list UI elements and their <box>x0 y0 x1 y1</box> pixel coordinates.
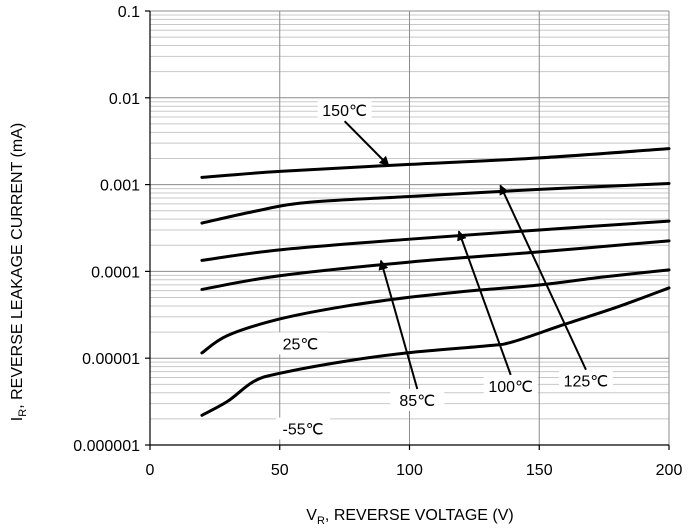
x-tick-label: 50 <box>271 462 289 479</box>
series-line <box>200 147 671 179</box>
x-tick-label: 100 <box>396 462 423 479</box>
series-line <box>200 268 671 355</box>
series-line <box>200 239 671 291</box>
annotation-label-box <box>276 417 331 440</box>
annotation-arrow <box>499 184 587 371</box>
annotation-label: 85℃ <box>399 393 435 410</box>
annotation-arrow <box>457 230 512 376</box>
y-tick-label: 0.000001 <box>73 438 140 455</box>
y-axis-title: IR, REVERSE LEAKAGE CURRENT (mA) <box>9 123 29 421</box>
annotation-label: 100℃ <box>488 379 533 396</box>
annotation-label: 25℃ <box>283 336 319 353</box>
annotation-label-box <box>483 374 538 397</box>
series-line <box>200 286 671 417</box>
annotation-label: 125℃ <box>564 374 609 391</box>
y-tick-label: 0.00001 <box>82 351 140 368</box>
x-axis-title: VR, REVERSE VOLTAGE (V) <box>306 507 513 527</box>
series-line <box>200 219 671 262</box>
x-tick-label: 150 <box>526 462 553 479</box>
y-tick-label: 0.01 <box>109 91 140 108</box>
y-tick-label: 0.0001 <box>91 264 140 281</box>
y-tick-label: 0.1 <box>118 4 140 21</box>
annotation-label: 150℃ <box>322 103 367 120</box>
annotation-label-box <box>390 388 445 411</box>
annotation-label-box <box>317 99 372 122</box>
y-tick-label: 0.001 <box>100 178 140 195</box>
annotation-label: -55℃ <box>283 421 324 438</box>
annotation-arrow <box>343 120 390 167</box>
annotation-label-box <box>558 369 613 392</box>
series-line <box>200 181 671 225</box>
x-tick-label: 200 <box>656 462 683 479</box>
x-tick-label: 0 <box>146 462 155 479</box>
annotation-arrow <box>378 259 419 390</box>
annotation-label-box <box>273 332 328 355</box>
